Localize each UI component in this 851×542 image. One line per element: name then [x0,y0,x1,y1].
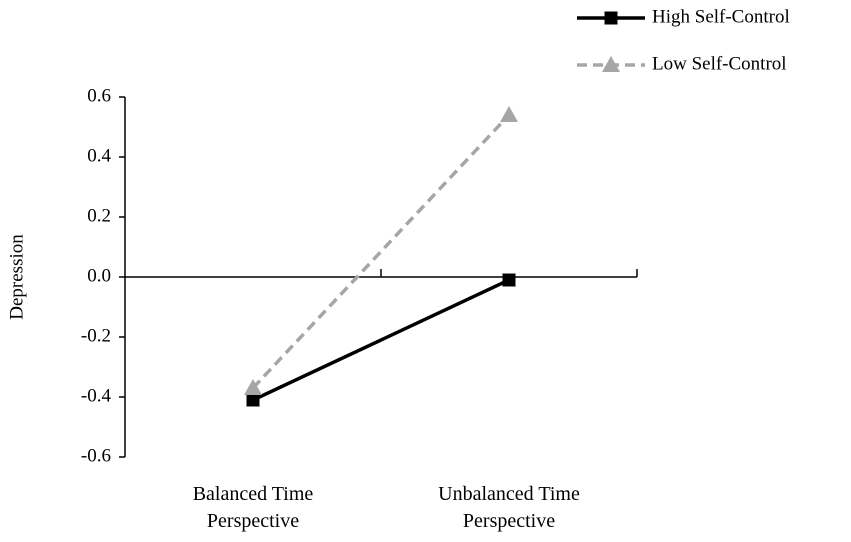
y-tick-label: -0.6 [81,445,111,466]
marker [246,393,260,407]
x-tick-label: Unbalanced Time Perspective [438,483,580,532]
series-line [251,113,511,390]
y-tick-label: 0.2 [87,205,111,226]
legend-label: High Self-Control [652,6,790,27]
y-tick-label: 0.0 [87,265,111,286]
marker [500,106,518,122]
legend-marker [604,11,618,25]
y-tick-label: -0.2 [81,325,111,346]
y-tick-label: -0.4 [81,385,112,406]
series-line [252,278,510,402]
y-axis-label: Depression [6,234,27,320]
x-tick-label: Balanced Time Perspective [192,483,314,532]
y-tick-label: 0.6 [87,85,111,106]
legend-marker [602,56,620,72]
y-tick-label: 0.4 [87,145,111,166]
marker [244,379,262,395]
marker [502,273,516,287]
legend-label: Low Self-Control [652,53,787,74]
